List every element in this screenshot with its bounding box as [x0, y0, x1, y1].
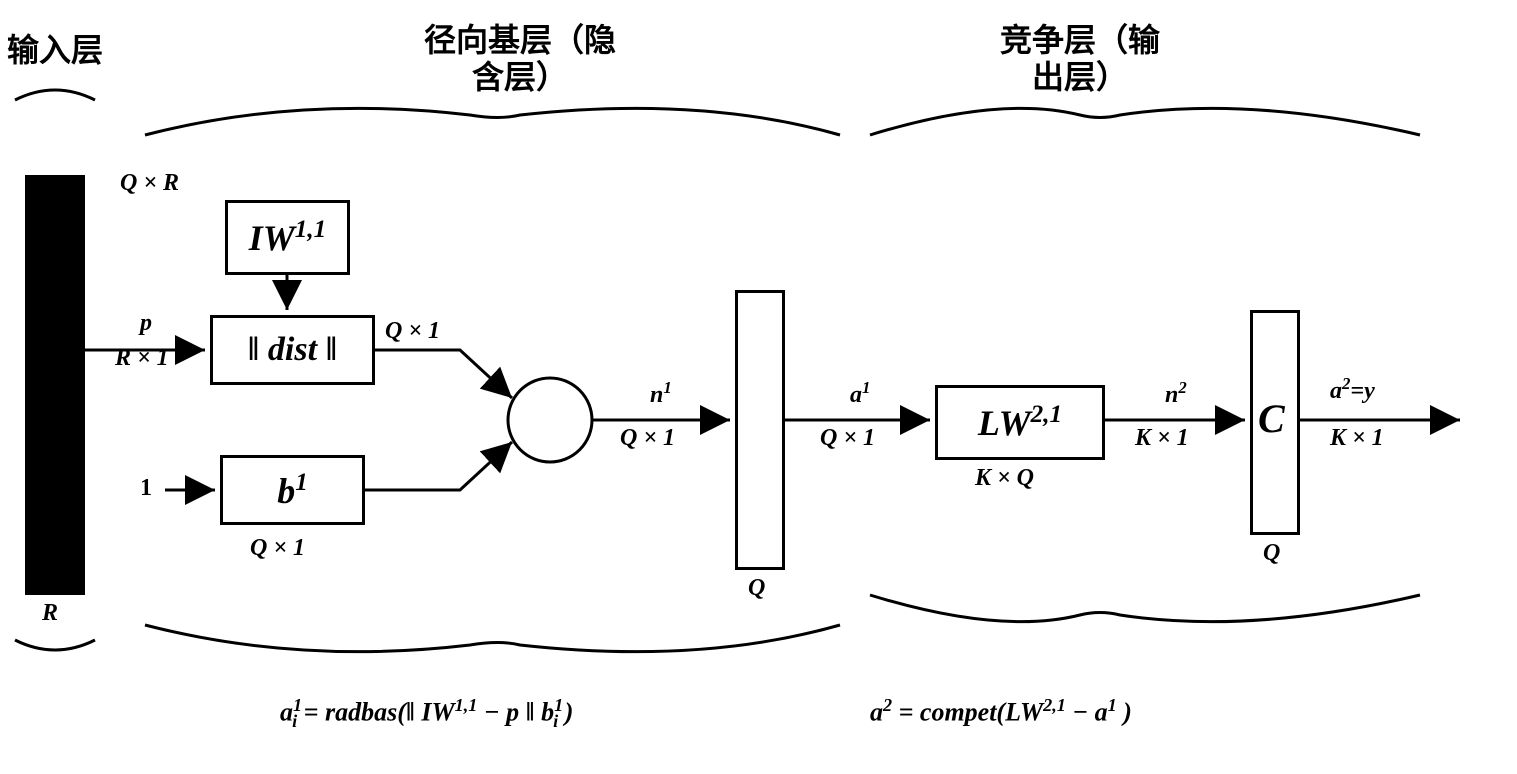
qx1-dist-label: Q × 1	[385, 318, 440, 345]
radial-layer-title-2: 含层）	[380, 52, 660, 98]
rx1-label: R × 1	[115, 345, 169, 372]
kx1-a2-label: K × 1	[1330, 425, 1384, 452]
iw-box: IW1,1	[225, 200, 350, 275]
dist-label: ‖ dist ‖	[248, 331, 338, 369]
equation-2: a2 = compet(LW2,1 − a1 )	[870, 695, 1132, 728]
kxq-label: K × Q	[975, 465, 1034, 492]
input-bar	[25, 175, 85, 595]
n1-label: n1	[650, 378, 672, 409]
qxr-label: Q × R	[120, 170, 179, 197]
a1-label: a1	[850, 378, 870, 409]
kx1-n2-label: K × 1	[1135, 425, 1189, 452]
lw-box: LW2,1	[935, 385, 1105, 460]
q1-label: Q	[748, 575, 765, 602]
one-label: 1	[140, 475, 152, 502]
qx1-a1-label: Q × 1	[820, 425, 875, 452]
equation-1: a1i = radbas(‖ IW1,1 − p ‖ b1i )	[280, 695, 573, 732]
b-label: b1	[277, 469, 308, 512]
activation-box-1	[735, 290, 785, 570]
iw-label: IW1,1	[249, 216, 327, 259]
dist-box: ‖ dist ‖	[210, 315, 375, 385]
q2-label: Q	[1263, 540, 1280, 567]
qx1-n1-label: Q × 1	[620, 425, 675, 452]
a2-label: a2=y	[1330, 374, 1375, 405]
qx1-b-label: Q × 1	[250, 535, 305, 562]
b-box: b1	[220, 455, 365, 525]
r-label: R	[42, 600, 58, 627]
lw-label: LW2,1	[978, 401, 1062, 444]
compete-layer-title-2: 出层）	[950, 52, 1210, 98]
n2-label: n2	[1165, 378, 1187, 409]
p-label: p	[140, 310, 152, 337]
c-label: C	[1258, 395, 1285, 442]
input-layer-title: 输入层	[0, 25, 110, 71]
